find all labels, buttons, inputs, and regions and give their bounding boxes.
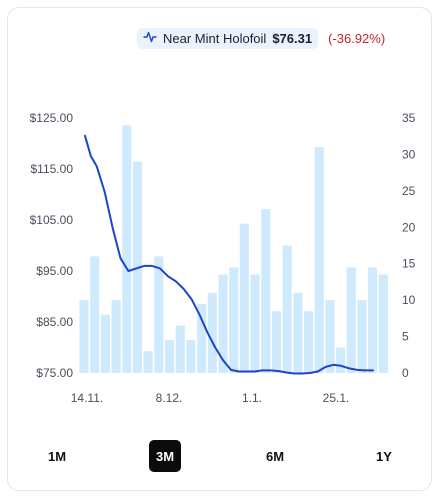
range-1m-button[interactable]: 1M bbox=[47, 448, 67, 464]
volume-bar bbox=[229, 267, 239, 373]
price-line bbox=[84, 134, 374, 375]
y-right-tick-label: 20 bbox=[402, 220, 416, 234]
y-right-tick-label: 35 bbox=[402, 111, 416, 125]
y-right-tick-label: 25 bbox=[402, 184, 416, 198]
volume-bar bbox=[293, 292, 303, 373]
y-left-tick-label: $95.00 bbox=[36, 264, 73, 278]
chart-card bbox=[7, 7, 432, 491]
volume-bar bbox=[143, 351, 153, 373]
y-right-tick-label: 5 bbox=[402, 330, 409, 344]
volume-bar bbox=[122, 125, 132, 373]
y-right-tick-label: 30 bbox=[402, 147, 416, 161]
x-tick-label: 25.1. bbox=[323, 391, 350, 405]
volume-bar bbox=[271, 311, 281, 373]
y-left-tick-label: $85.00 bbox=[36, 315, 73, 329]
volume-bar bbox=[186, 340, 196, 373]
volume-bar bbox=[239, 223, 249, 373]
volume-bar bbox=[304, 311, 314, 373]
volume-bar bbox=[378, 274, 388, 373]
volume-bar bbox=[336, 347, 346, 373]
volume-bar bbox=[100, 314, 110, 373]
y-left-tick-label: $105.00 bbox=[30, 213, 74, 227]
volume-bar bbox=[90, 256, 100, 373]
range-1y-button[interactable]: 1Y bbox=[376, 448, 392, 464]
volume-bar bbox=[261, 209, 271, 373]
x-tick-label: 8.12. bbox=[156, 391, 183, 405]
volume-bar bbox=[207, 292, 217, 373]
y-right-tick-label: 15 bbox=[402, 257, 416, 271]
volume-bar bbox=[325, 300, 335, 373]
volume-bar bbox=[111, 300, 121, 373]
volume-bar bbox=[218, 274, 228, 373]
volume-bar bbox=[368, 267, 378, 373]
y-right-tick-label: 0 bbox=[402, 366, 409, 380]
y-left-tick-label: $75.00 bbox=[36, 366, 73, 380]
volume-bar bbox=[250, 274, 260, 373]
x-tick-label: 14.11. bbox=[71, 391, 103, 405]
legend-series-label: Near Mint Holofoil bbox=[163, 30, 267, 46]
legend-change: (-36.92%) bbox=[328, 30, 386, 46]
range-3m-button[interactable]: 3M bbox=[149, 440, 181, 472]
volume-bar bbox=[165, 340, 175, 373]
volume-bar bbox=[282, 245, 292, 373]
legend-series[interactable]: Near Mint Holofoil $76.31 bbox=[137, 27, 319, 49]
volume-bar bbox=[197, 303, 207, 373]
volume-bar bbox=[79, 300, 89, 373]
line-chart-icon bbox=[143, 31, 157, 46]
x-tick-label: 1.1. bbox=[242, 391, 262, 405]
volume-bar bbox=[346, 267, 356, 373]
price-volume-chart: $125.00 $115.00 $105.00 $95.00 $85.00 $75.00 3… bbox=[30, 111, 416, 405]
y-right-tick-label: 10 bbox=[402, 293, 416, 307]
y-left-tick-label: $115.00 bbox=[31, 162, 74, 176]
legend-price: $76.31 bbox=[272, 30, 313, 46]
volume-bar bbox=[357, 300, 367, 373]
y-left-tick-label: $125.00 bbox=[30, 111, 74, 125]
range-6m-button[interactable]: 6M bbox=[265, 448, 285, 464]
time-range-selector: 1M 3M 6M 1Y bbox=[0, 440, 441, 472]
legend: Near Mint Holofoil $76.31 (-36.92%) bbox=[137, 27, 386, 49]
volume-bar bbox=[154, 256, 164, 373]
volume-bar bbox=[175, 325, 185, 373]
volume-bar bbox=[314, 147, 324, 373]
